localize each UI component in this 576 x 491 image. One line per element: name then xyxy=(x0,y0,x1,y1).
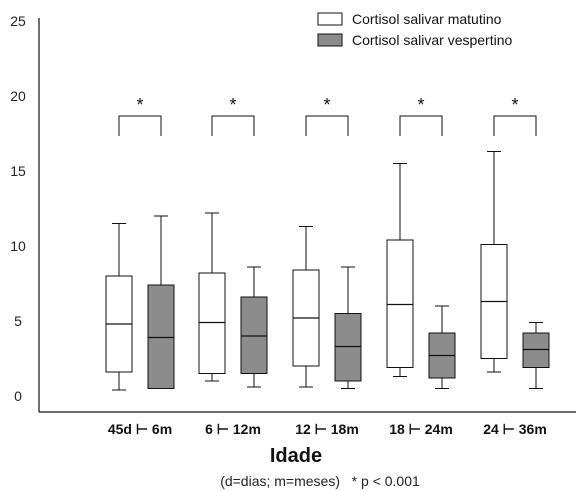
significance-bracket xyxy=(305,115,349,136)
box xyxy=(480,151,508,373)
x-category-label: 45d ⊢ 6m xyxy=(108,421,172,437)
significance-bracket xyxy=(399,115,443,136)
legend-label: Cortisol salivar matutino xyxy=(352,11,502,27)
iqr-box xyxy=(522,332,550,368)
box xyxy=(240,266,268,388)
box xyxy=(147,215,175,389)
box xyxy=(198,212,226,382)
significance-star: * xyxy=(136,95,143,115)
y-tick-label: 10 xyxy=(10,238,26,254)
x-axis-label: Idade xyxy=(270,445,322,467)
iqr-box xyxy=(198,272,226,374)
x-category-label: 12 ⊢ 18m xyxy=(295,421,359,437)
box xyxy=(292,226,320,388)
iqr-box xyxy=(334,313,362,382)
box-series xyxy=(105,151,550,391)
box xyxy=(105,223,133,391)
iqr-box xyxy=(386,239,414,368)
legend: Cortisol salivar matutino Cortisol saliva… xyxy=(317,11,512,48)
legend-swatch xyxy=(317,33,343,47)
axes: 0 5 10 15 20 25 45d ⊢ 6m 6 ⊢ 12m 12 ⊢ 18m 18 ⊢ 24… xyxy=(10,13,576,437)
significance-bracket xyxy=(493,115,537,136)
x-category-label: 24 ⊢ 36m xyxy=(483,421,547,437)
box xyxy=(428,305,456,389)
y-tick-label: 5 xyxy=(14,313,22,329)
x-category-label: 18 ⊢ 24m xyxy=(389,421,453,437)
box xyxy=(386,163,414,377)
legend-label: Cortisol salivar vespertino xyxy=(352,32,512,48)
significance-star: * xyxy=(323,95,330,115)
x-category-label: 6 ⊢ 12m xyxy=(205,421,261,437)
box xyxy=(334,266,362,389)
y-tick-label: 15 xyxy=(10,163,26,179)
significance-star: * xyxy=(511,95,518,115)
y-tick-label: 0 xyxy=(14,388,22,404)
significance-brackets: * * * * * xyxy=(118,95,537,136)
series-1 xyxy=(105,151,508,391)
legend-swatch xyxy=(317,12,343,26)
box xyxy=(522,322,550,389)
iqr-box xyxy=(147,284,175,389)
significance-bracket xyxy=(118,115,162,136)
iqr-box xyxy=(240,296,268,374)
significance-bracket xyxy=(211,115,255,136)
significance-star: * xyxy=(417,95,424,115)
significance-star: * xyxy=(229,95,236,115)
y-tick-label: 25 xyxy=(10,13,26,29)
series-2 xyxy=(147,215,550,389)
y-tick-label: 20 xyxy=(10,88,26,104)
footnote-caption: (d=dias; m=meses) * p < 0.001 xyxy=(220,473,420,489)
